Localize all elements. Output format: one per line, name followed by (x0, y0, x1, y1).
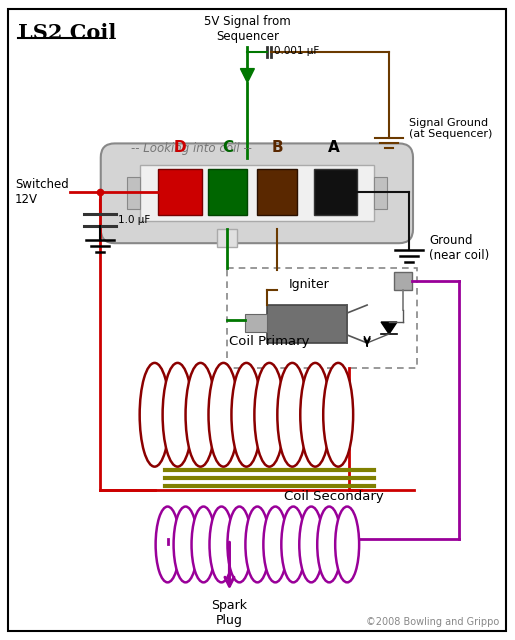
Text: Ground
(near coil): Ground (near coil) (429, 234, 489, 262)
Polygon shape (381, 322, 397, 334)
Ellipse shape (278, 363, 307, 467)
Bar (314, 170, 357, 215)
Bar (267, 305, 347, 343)
Ellipse shape (317, 506, 341, 582)
Text: Signal Ground
(at Sequencer): Signal Ground (at Sequencer) (409, 118, 492, 140)
Ellipse shape (210, 506, 233, 582)
Text: 5V Signal from
Sequencer: 5V Signal from Sequencer (204, 15, 291, 43)
Text: A: A (329, 140, 340, 156)
Text: 0.001 μF: 0.001 μF (274, 45, 320, 56)
Bar (228, 268, 417, 368)
Bar (140, 165, 374, 221)
Ellipse shape (335, 506, 359, 582)
Bar (246, 314, 267, 332)
Bar (258, 170, 297, 215)
Ellipse shape (156, 506, 180, 582)
Bar (208, 170, 247, 215)
Ellipse shape (299, 506, 323, 582)
Text: 1.0 μF: 1.0 μF (118, 215, 150, 225)
Ellipse shape (228, 506, 251, 582)
Bar (394, 272, 412, 290)
Ellipse shape (263, 506, 287, 582)
Text: Igniter: Igniter (289, 278, 330, 291)
Polygon shape (241, 68, 254, 83)
Ellipse shape (231, 363, 262, 467)
Text: C: C (222, 140, 233, 156)
Text: Spark
Plug: Spark Plug (212, 599, 247, 627)
Bar (374, 177, 387, 209)
Ellipse shape (254, 363, 284, 467)
Text: Coil Primary: Coil Primary (229, 335, 310, 348)
Text: B: B (271, 140, 283, 156)
Text: D: D (173, 140, 186, 156)
Text: Switched
12V: Switched 12V (15, 179, 68, 206)
Ellipse shape (185, 363, 215, 467)
Ellipse shape (192, 506, 215, 582)
FancyBboxPatch shape (101, 143, 413, 243)
Ellipse shape (281, 506, 305, 582)
Bar (158, 170, 201, 215)
Bar (127, 177, 140, 209)
Text: Coil Secondary: Coil Secondary (284, 490, 384, 502)
Bar (217, 229, 237, 247)
Text: -- Looking into coil --: -- Looking into coil -- (131, 142, 252, 155)
Ellipse shape (140, 363, 169, 467)
Ellipse shape (323, 363, 353, 467)
Text: LS2 Coil: LS2 Coil (18, 22, 116, 43)
Ellipse shape (300, 363, 330, 467)
Ellipse shape (163, 363, 193, 467)
Ellipse shape (246, 506, 269, 582)
Ellipse shape (209, 363, 238, 467)
Text: ©2008 Bowling and Grippo: ©2008 Bowling and Grippo (366, 617, 499, 627)
Ellipse shape (174, 506, 198, 582)
